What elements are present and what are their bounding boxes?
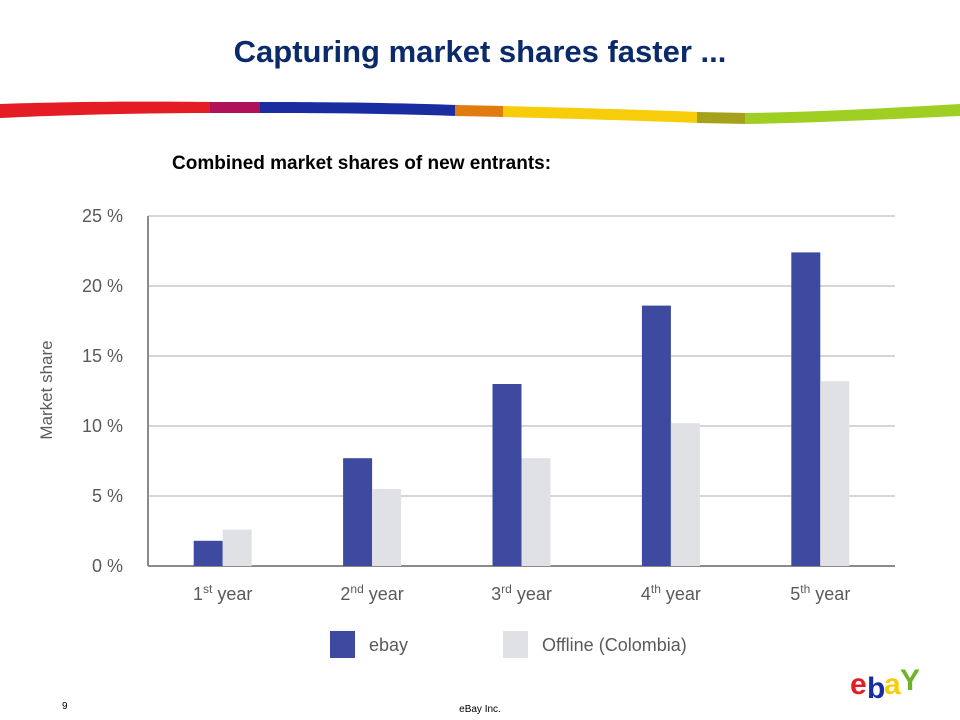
x-tick-suffix: st [203,582,213,596]
logo-letter-b: b [867,672,885,704]
x-tick-label: 2nd year [340,582,403,604]
x-tick-number: 4 [641,584,651,604]
y-tick-label: 10 % [82,416,123,436]
swoosh-green [745,104,960,124]
x-tick-label: 3rd year [491,582,552,604]
x-tick-number: 1 [193,584,203,604]
logo-letter-e: e [850,668,867,701]
y-tick-label: 15 % [82,346,123,366]
ebay-logo: e b a Y [850,664,920,704]
legend-swatch-ebay [330,631,355,658]
legend-label-ebay: ebay [369,635,408,655]
x-tick-label: 1st year [193,582,252,604]
x-tick-suffix: th [800,582,810,596]
bar-ebay [641,305,671,566]
y-tick-label: 25 % [82,206,123,226]
legend: ebay Offline (Colombia) [330,631,687,658]
rainbow-swoosh [0,101,960,124]
x-tick-labels: 1st year 2nd year 3rd year 4th year 5th year [193,582,850,604]
logo-letter-a: a [884,668,901,701]
x-tick-word: year [661,584,701,604]
logo-letter-y: Y [900,664,920,697]
bar-ebay [193,540,223,566]
page-number: 9 [62,701,68,712]
bar-ebay [492,384,522,566]
bar-ebay [791,252,821,566]
swoosh-red [0,101,215,118]
footer-text: eBay Inc. [459,704,501,715]
y-tick-label: 5 % [92,486,123,506]
x-tick-suffix: rd [501,582,512,596]
bar-offline [670,423,700,566]
y-tick-label: 0 % [92,556,123,576]
slide-title: Capturing market shares faster ... [233,34,727,69]
x-tick-label: 4th year [641,582,701,604]
x-tick-number: 2 [340,584,350,604]
x-tick-number: 5 [790,584,800,604]
swoosh-olive [697,112,748,124]
bar-offline [372,489,402,566]
bars [193,252,850,566]
x-tick-word: year [810,584,850,604]
x-tick-label: 5th year [790,582,850,604]
swoosh-magenta [210,102,262,113]
y-tick-label: 20 % [82,276,123,296]
legend-swatch-offline [503,631,528,658]
y-axis-label: Market share [37,340,56,439]
x-tick-word: year [364,584,404,604]
x-tick-number: 3 [491,584,501,604]
x-tick-suffix: nd [350,582,363,596]
bar-offline [222,529,252,566]
bar-offline [820,381,850,566]
x-tick-suffix: th [651,582,661,596]
swoosh-yellow [503,106,700,123]
legend-label-offline: Offline (Colombia) [542,635,687,655]
bar-offline [521,458,551,566]
bar-ebay [343,458,373,566]
x-tick-word: year [512,584,552,604]
chart-subtitle: Combined market shares of new entrants: [172,153,552,174]
swoosh-blue [260,102,458,116]
swoosh-orange [455,105,505,117]
y-tick-labels: 0 % 5 % 10 % 15 % 20 % 25 % [82,206,123,576]
x-tick-word: year [212,584,252,604]
